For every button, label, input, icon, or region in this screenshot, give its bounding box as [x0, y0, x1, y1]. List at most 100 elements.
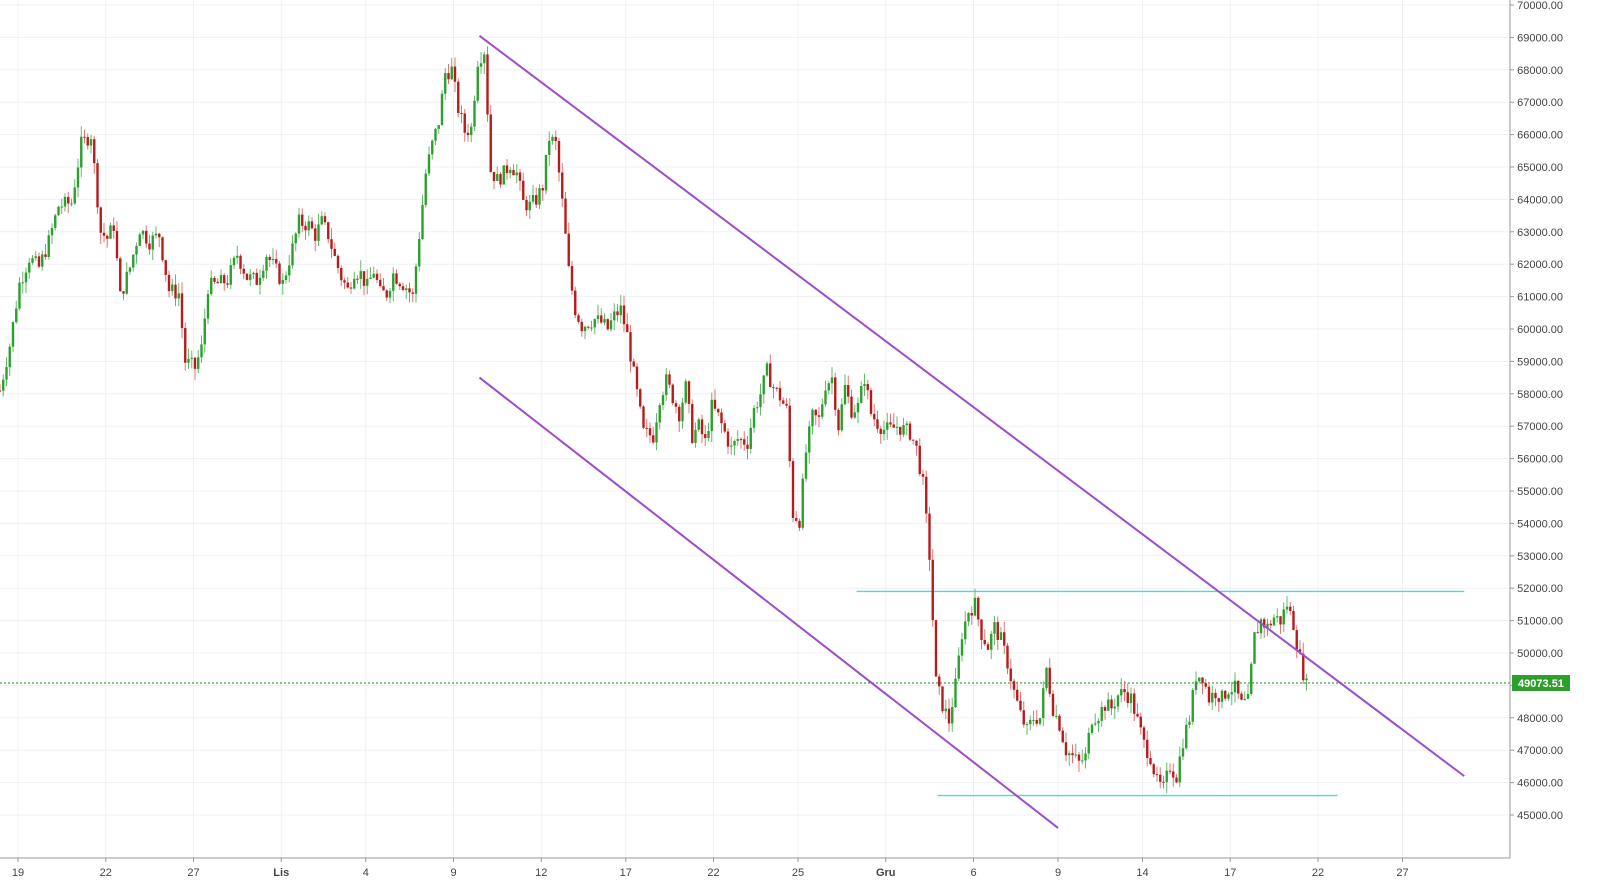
candle-body [801, 478, 804, 528]
candle-body [102, 232, 106, 236]
candle-body [1084, 753, 1087, 761]
candle-body [1214, 692, 1217, 699]
candle-body [470, 126, 473, 136]
candle-body [301, 214, 304, 226]
candle-body [148, 243, 151, 250]
candle-body [1272, 617, 1276, 626]
candle-body [1077, 754, 1081, 761]
candle-body [1149, 758, 1152, 765]
candle-body [798, 520, 801, 528]
candle-body [726, 431, 730, 447]
candle-body [691, 403, 694, 443]
candle-body [463, 113, 466, 133]
candle-body [687, 381, 691, 404]
candle-body [210, 277, 213, 295]
candle-body [577, 315, 580, 322]
candle-body [1074, 754, 1077, 756]
candle-body [499, 173, 502, 185]
candle-body [1126, 692, 1129, 703]
candle-body [778, 388, 782, 401]
candle-body [882, 429, 886, 435]
candle-body [561, 172, 564, 199]
candle-body [1068, 753, 1071, 756]
candle-body [252, 272, 255, 275]
current-price-badge [1512, 675, 1570, 692]
y-tick-label: 68000.00 [1517, 65, 1563, 77]
candle-body [340, 268, 343, 281]
candle-body [330, 239, 333, 249]
candle-body [886, 422, 889, 430]
candle-body [1233, 680, 1237, 693]
x-tick-label: 12 [535, 867, 547, 879]
candle-body [1246, 693, 1250, 699]
candle-body [1146, 739, 1149, 759]
candle-body [1025, 724, 1029, 726]
y-tick-label: 58000.00 [1517, 389, 1563, 401]
candle-body [223, 275, 226, 284]
candle-body [1133, 693, 1136, 714]
candle-body [304, 225, 307, 231]
candle-body [1237, 680, 1240, 694]
x-tick-label: 9 [1055, 867, 1061, 879]
y-tick-label: 52000.00 [1517, 583, 1563, 595]
candle-body [450, 66, 453, 80]
candle-body [343, 280, 346, 283]
y-tick-label: 48000.00 [1517, 713, 1563, 725]
candle-body [1207, 686, 1211, 703]
y-tick-label: 56000.00 [1517, 454, 1563, 466]
candle-body [180, 293, 184, 329]
candle-body [528, 201, 531, 211]
candle-body [804, 452, 808, 479]
candle-body [531, 195, 535, 202]
candle-body [736, 439, 739, 441]
candle-body [1055, 715, 1058, 717]
candle-body [759, 394, 762, 408]
candle-body [616, 311, 619, 316]
candle-body [460, 113, 463, 115]
candle-body [795, 517, 798, 521]
candle-body [570, 266, 574, 291]
y-tick-label: 65000.00 [1517, 162, 1563, 174]
candle-body [993, 622, 996, 634]
candle-body [879, 428, 882, 435]
candle-body [1181, 748, 1185, 757]
candle-body [661, 395, 665, 406]
candle-body [986, 644, 990, 650]
candle-body [356, 278, 359, 280]
grid [0, 0, 1510, 858]
candle-body [1006, 645, 1009, 669]
candle-body [255, 272, 258, 285]
candle-body [899, 426, 902, 435]
candle-body [1103, 707, 1107, 711]
candle-body [1266, 623, 1269, 628]
candle-body [674, 403, 678, 407]
y-tick-label: 53000.00 [1517, 551, 1563, 563]
candle-body [915, 440, 918, 446]
channel-lower-line [478, 376, 1059, 829]
candle-body [434, 128, 437, 141]
candle-body [925, 476, 928, 514]
candle-body [1175, 777, 1178, 783]
candle-body [171, 284, 174, 292]
candle-body [15, 308, 18, 323]
candle-body [281, 280, 284, 284]
candle-body [694, 429, 697, 443]
candle-body [11, 322, 15, 347]
candle-body [1003, 632, 1006, 646]
candle-body [57, 206, 60, 216]
candle-body [684, 381, 687, 403]
candle-body [1048, 667, 1051, 694]
candle-body [447, 73, 450, 80]
candle-body [743, 439, 746, 445]
candle-body [668, 374, 671, 385]
candle-body [489, 114, 492, 172]
candle-body [629, 332, 632, 362]
x-tick-label: Lis [273, 867, 289, 879]
candle-body [830, 377, 834, 384]
candle-body [548, 140, 551, 155]
candle-body [1094, 723, 1097, 725]
candle-body [41, 254, 44, 267]
candle-body [265, 256, 268, 271]
candle-body [385, 290, 388, 298]
candle-body [80, 136, 83, 168]
